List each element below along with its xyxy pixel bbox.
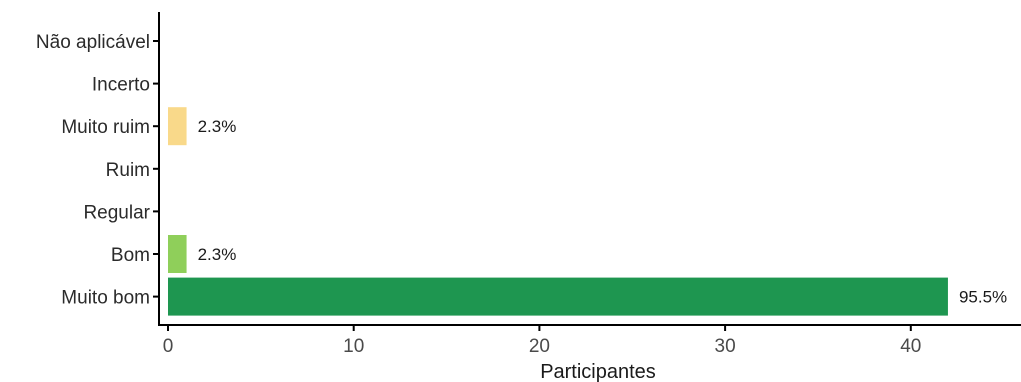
x-tick-label: 0 bbox=[163, 336, 174, 357]
y-tick-label: Não aplicável bbox=[36, 32, 150, 53]
bar bbox=[168, 107, 187, 146]
bar bbox=[168, 277, 948, 316]
y-tick-label: Regular bbox=[83, 202, 150, 223]
bar-data-label: 2.3% bbox=[198, 245, 237, 264]
bar-data-label: 2.3% bbox=[198, 117, 237, 136]
x-tick-label: 20 bbox=[529, 336, 550, 357]
x-axis-ticks: 0 10 20 30 40 bbox=[163, 325, 921, 357]
y-tick-label: Ruim bbox=[106, 160, 150, 181]
bars-layer: 2.3% 2.3% 95.5% bbox=[168, 107, 1007, 316]
y-tick-label: Bom bbox=[111, 245, 150, 266]
bar bbox=[168, 235, 187, 273]
x-tick-label: 10 bbox=[343, 336, 364, 357]
x-tick-label: 40 bbox=[900, 336, 921, 357]
bar-data-label: 95.5% bbox=[959, 288, 1007, 307]
x-axis-title: Participantes bbox=[540, 361, 656, 382]
y-tick-label: Muito ruim bbox=[61, 117, 150, 138]
x-tick-label: 30 bbox=[715, 336, 736, 357]
y-axis-ticks: Não aplicável Incerto Muito ruim Ruim Regula… bbox=[36, 32, 159, 309]
y-tick-label: Incerto bbox=[92, 75, 150, 96]
y-tick-label: Muito bom bbox=[61, 288, 150, 309]
